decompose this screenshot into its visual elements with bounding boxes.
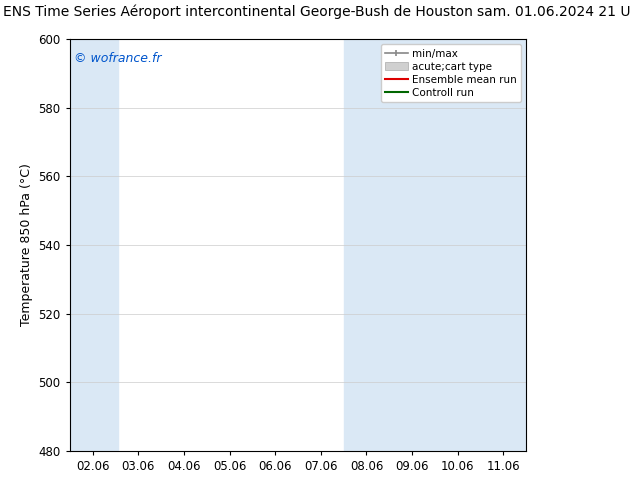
Bar <box>344 39 437 451</box>
Text: ENS Time Series Aéroport intercontinental George-Bush de Houston: ENS Time Series Aéroport intercontinenta… <box>3 5 473 20</box>
Y-axis label: Temperature 850 hPa (°C): Temperature 850 hPa (°C) <box>20 164 33 326</box>
Text: sam. 01.06.2024 21 U: sam. 01.06.2024 21 U <box>477 5 631 19</box>
Bar <box>432 39 526 451</box>
Legend: min/max, acute;cart type, Ensemble mean run, Controll run: min/max, acute;cart type, Ensemble mean … <box>381 45 521 102</box>
Bar <box>70 39 118 451</box>
Text: © wofrance.fr: © wofrance.fr <box>74 51 162 65</box>
